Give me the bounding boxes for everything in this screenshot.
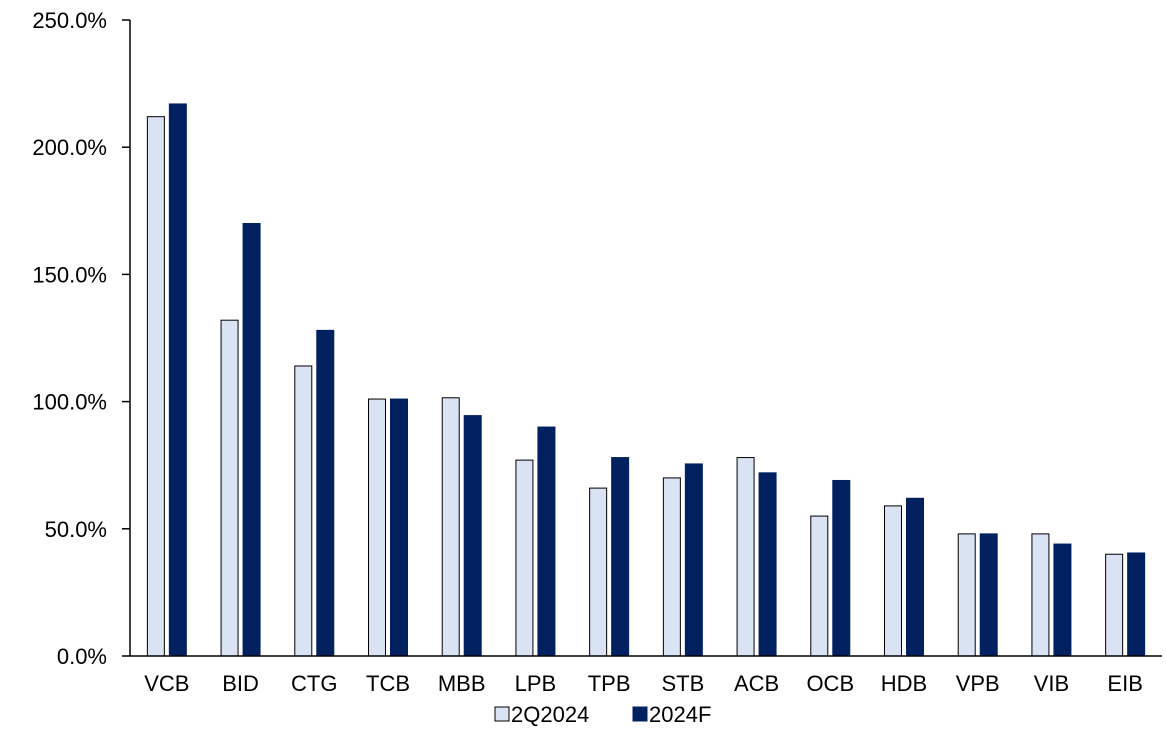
bars-group: [146, 103, 1146, 657]
x-tick-label-vpb: VPB: [956, 671, 1000, 696]
bar-lpb-2024f: [537, 426, 556, 657]
bar-eib-2q2024: [1105, 553, 1124, 657]
x-tick-label-tcb: TCB: [366, 671, 410, 696]
bar-ocb-2q2024: [810, 515, 829, 657]
bar-ctg-2024f: [316, 329, 335, 657]
x-tick-label-ctg: CTG: [291, 671, 337, 696]
x-tick-label-stb: STB: [661, 671, 704, 696]
legend-swatch-2024f: [632, 706, 648, 722]
bar-lpb-2q2024: [515, 459, 534, 657]
bar-stb-2q2024: [662, 477, 681, 657]
y-tick-label: 250.0%: [32, 8, 107, 33]
y-tick-label: 200.0%: [32, 135, 107, 160]
x-tick-label-hdb: HDB: [881, 671, 927, 696]
bar-acb-2q2024: [736, 457, 755, 657]
legend: 2Q2024 2024F: [494, 702, 711, 727]
legend-swatch-2q2024: [494, 706, 510, 722]
bar-hdb-2024f: [906, 497, 924, 657]
bar-ctg-2q2024: [294, 365, 313, 657]
bar-bid-2q2024: [220, 319, 239, 657]
y-tick-label: 100.0%: [32, 390, 107, 415]
bar-vpb-2024f: [979, 533, 998, 657]
bar-vcb-2024f: [168, 103, 187, 657]
x-tick-label-vcb: VCB: [144, 671, 189, 696]
axes-group: [122, 19, 1162, 657]
bar-ocb-2024f: [832, 479, 851, 657]
x-tick-label-eib: EIB: [1107, 671, 1142, 696]
x-tick-label-tpb: TPB: [588, 671, 631, 696]
bar-vib-2q2024: [1031, 533, 1050, 657]
bar-tpb-2q2024: [589, 487, 608, 657]
y-tick-label: 50.0%: [45, 517, 107, 542]
bar-hdb-2q2024: [884, 505, 902, 657]
x-tick-label-mbb: MBB: [438, 671, 486, 696]
bar-vib-2024f: [1053, 543, 1072, 657]
x-tick-label-lpb: LPB: [515, 671, 557, 696]
bar-tcb-2024f: [390, 398, 408, 657]
bar-mbb-2q2024: [441, 397, 460, 657]
bar-tpb-2024f: [611, 457, 630, 657]
x-tick-label-acb: ACB: [734, 671, 779, 696]
legend-label-2q2024: 2Q2024: [511, 702, 589, 727]
bar-vpb-2q2024: [957, 533, 976, 657]
y-tick-label: 150.0%: [32, 262, 107, 287]
bar-eib-2024f: [1127, 552, 1146, 657]
x-tick-label-ocb: OCB: [806, 671, 854, 696]
x-tick-label-bid: BID: [222, 671, 259, 696]
bar-tcb-2q2024: [368, 398, 386, 657]
x-tick-labels: VCB BID CTG TCB MBB LPB TPB STB ACB OCB HDB VPB VIB E…: [144, 671, 1143, 696]
y-tick-labels: 0.0% 50.0% 100.0% 150.0% 200.0% 250.0%: [32, 8, 107, 669]
bar-vcb-2q2024: [146, 116, 165, 657]
bar-stb-2024f: [684, 463, 703, 657]
legend-label-2024f: 2024F: [649, 702, 711, 727]
bar-mbb-2024f: [463, 415, 482, 657]
y-tick-label: 0.0%: [57, 644, 107, 669]
bar-acb-2024f: [758, 472, 777, 657]
bar-bid-2024f: [242, 223, 261, 657]
x-tick-label-vib: VIB: [1034, 671, 1069, 696]
